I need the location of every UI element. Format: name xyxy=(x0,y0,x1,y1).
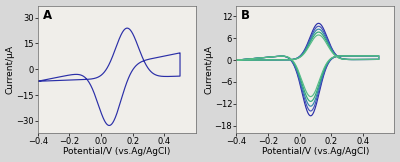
Text: B: B xyxy=(241,9,250,22)
Text: A: A xyxy=(42,9,52,22)
X-axis label: Potential/V (vs.Ag/AgCl): Potential/V (vs.Ag/AgCl) xyxy=(63,147,170,156)
Y-axis label: Current/μA: Current/μA xyxy=(204,45,213,94)
X-axis label: Potential/V (vs.Ag/AgCl): Potential/V (vs.Ag/AgCl) xyxy=(262,147,369,156)
Y-axis label: Current/μA: Current/μA xyxy=(6,45,14,94)
